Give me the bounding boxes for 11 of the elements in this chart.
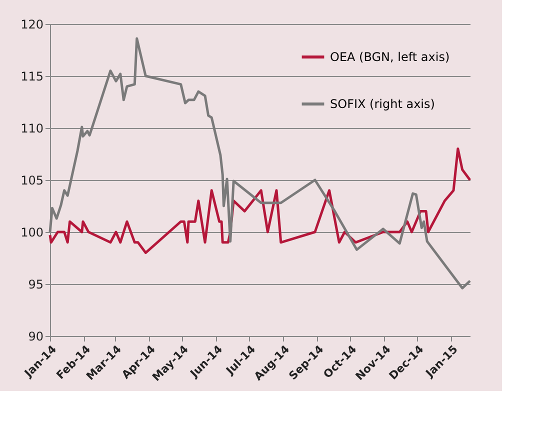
y-tick-label: 115 bbox=[20, 70, 44, 84]
line-series bbox=[48, 37, 472, 290]
y-tick-label: 95 bbox=[28, 278, 44, 292]
y-tick-label: 110 bbox=[20, 122, 44, 136]
y-tick-label: 100 bbox=[20, 226, 44, 240]
line-series bbox=[48, 148, 472, 254]
y-tick-label: 120 bbox=[20, 18, 44, 32]
y-tick-label: 105 bbox=[20, 174, 44, 188]
legend-label: OEA (BGN, left axis) bbox=[330, 50, 450, 64]
legend-label: SOFIX (right axis) bbox=[330, 97, 435, 111]
y-tick-label: 90 bbox=[28, 330, 44, 344]
